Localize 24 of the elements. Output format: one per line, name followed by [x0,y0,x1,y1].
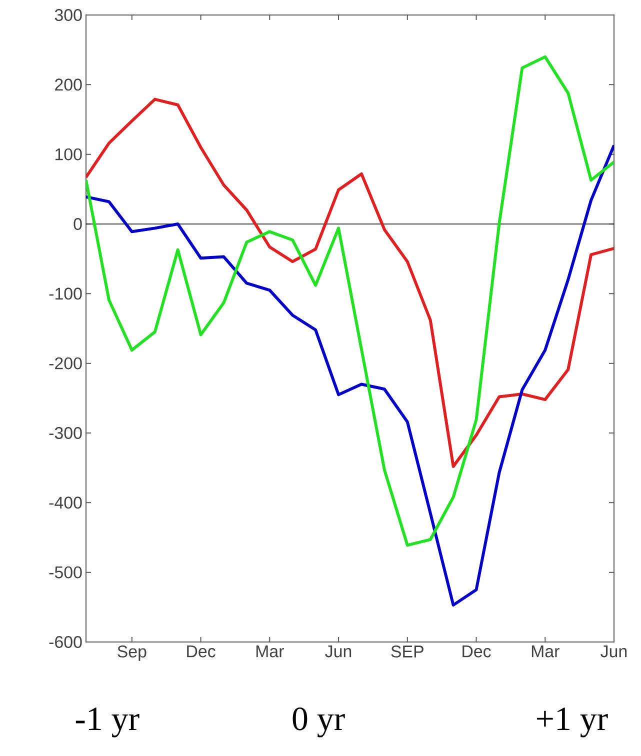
x-tick-label: Mar [532,646,560,658]
text: +1 yr [537,708,608,738]
text: 0 yr [292,707,345,738]
text: -1 yr [76,708,140,738]
y-tick-label: -300 [49,427,82,439]
y-tick-label: -600 [49,636,82,648]
x-tick-label: Sep [118,646,146,661]
x-tick-label: Jun [600,646,627,658]
y-tick-label: 0 [74,218,82,230]
x-tick-label: SEP [391,646,424,658]
y-tick-label: -500 [49,566,82,578]
line-series [86,144,614,607]
y-tick-label: -100 [49,288,82,300]
y-tick-label: 100 [56,148,82,160]
x-tick-label: Mar [256,646,284,658]
line-series [86,55,614,547]
x-tick-label: Jun [325,646,352,658]
y-tick-label: 300 [54,9,82,22]
y-tick-label: -400 [49,496,82,509]
x-tick-label: Dec [462,646,491,658]
y-tick-label: -200 [49,357,82,370]
y-tick-label: 200 [55,78,82,91]
line-series [86,98,614,468]
x-tick-label: Dec [187,646,216,658]
